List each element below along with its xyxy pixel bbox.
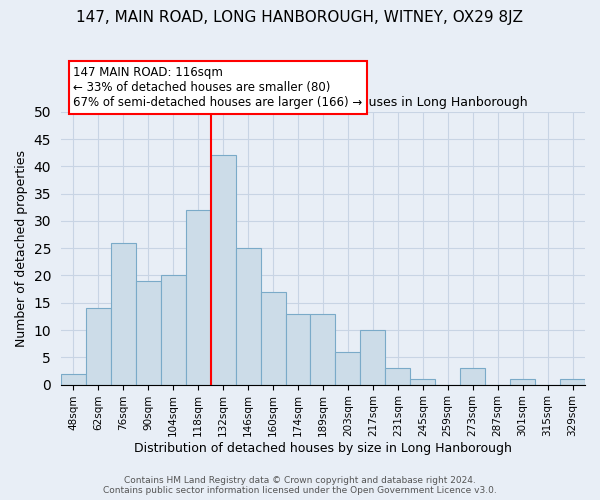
Bar: [510, 379, 535, 384]
Bar: [361, 330, 385, 384]
Bar: [460, 368, 485, 384]
Bar: [185, 210, 211, 384]
Bar: [560, 379, 585, 384]
Bar: [410, 379, 435, 384]
Bar: [310, 314, 335, 384]
Bar: [111, 243, 136, 384]
Text: 147, MAIN ROAD, LONG HANBOROUGH, WITNEY, OX29 8JZ: 147, MAIN ROAD, LONG HANBOROUGH, WITNEY,…: [77, 10, 523, 25]
X-axis label: Distribution of detached houses by size in Long Hanborough: Distribution of detached houses by size …: [134, 442, 512, 455]
Bar: [260, 292, 286, 384]
Bar: [86, 308, 111, 384]
Bar: [211, 156, 236, 384]
Title: Size of property relative to detached houses in Long Hanborough: Size of property relative to detached ho…: [119, 96, 527, 110]
Text: 147 MAIN ROAD: 116sqm
← 33% of detached houses are smaller (80)
67% of semi-deta: 147 MAIN ROAD: 116sqm ← 33% of detached …: [73, 66, 362, 109]
Bar: [61, 374, 86, 384]
Bar: [385, 368, 410, 384]
Bar: [161, 276, 185, 384]
Bar: [335, 352, 361, 384]
Bar: [236, 248, 260, 384]
Text: Contains HM Land Registry data © Crown copyright and database right 2024.
Contai: Contains HM Land Registry data © Crown c…: [103, 476, 497, 495]
Y-axis label: Number of detached properties: Number of detached properties: [15, 150, 28, 346]
Bar: [136, 281, 161, 384]
Bar: [286, 314, 310, 384]
